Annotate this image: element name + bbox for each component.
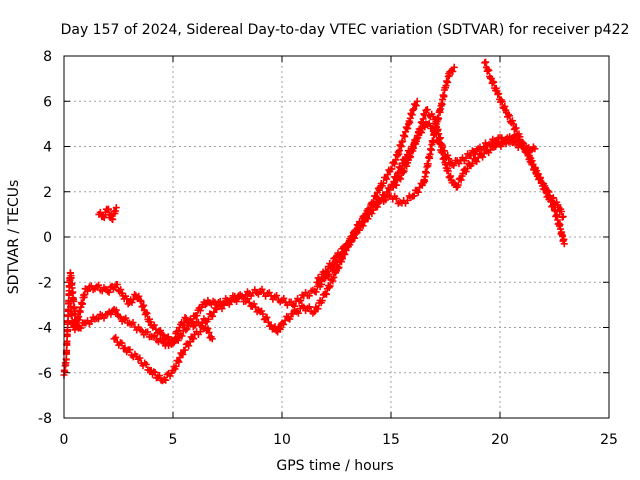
series-trace-b [67,63,458,348]
x-tick-labels: 0 5 10 15 20 25 [60,432,618,448]
plot-frame [63,55,610,419]
y-tick-label: 8 [43,49,52,65]
series-trace-c [110,323,216,385]
y-tick-label: 4 [43,140,52,156]
y-tick-label: 0 [43,230,52,246]
chart-title: Day 157 of 2024, Sidereal Day-to-day VTE… [61,22,630,38]
data-marks [60,58,568,385]
x-tick-label: 25 [600,432,618,448]
x-tick-label: 0 [60,432,69,448]
x-tick-label: 5 [169,432,178,448]
series-trace-g [389,106,539,191]
y-tick-label: 6 [43,94,52,110]
x-axis-label: GPS time / hours [276,458,393,474]
y-tick-label: -8 [38,411,52,427]
y-tick-label: -6 [38,366,52,382]
mark-trace-d [95,204,120,223]
y-axis-label: SDTVAR / TECUs [6,180,22,295]
series-trace-a [60,120,567,379]
y-tick-labels: -8 -6 -4 -2 0 2 4 6 8 [38,49,52,427]
y-tick-label: -2 [38,275,52,291]
series-trace-d [95,204,120,223]
x-tick-label: 10 [273,432,291,448]
x-tick-label: 15 [382,432,400,448]
y-tick-label: 2 [43,185,52,201]
series-trace-e [313,97,421,286]
series-trace-f [481,58,568,248]
mark-trace-a [60,120,567,379]
y-tick-label: -4 [38,321,52,337]
x-tick-label: 20 [491,432,509,448]
mark-trace-b [67,63,458,348]
